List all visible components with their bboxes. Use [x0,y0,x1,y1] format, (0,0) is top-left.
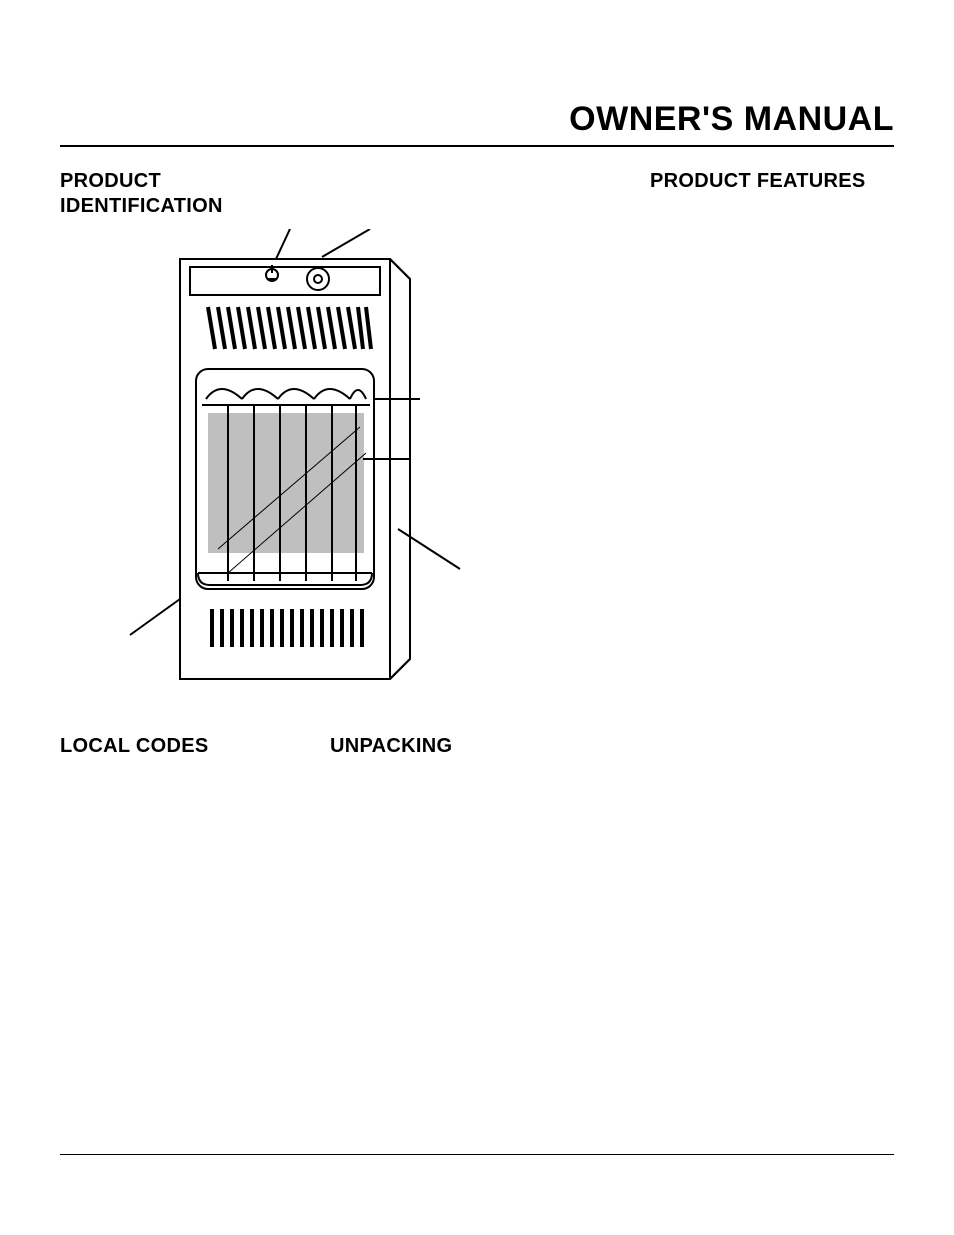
product-figure [60,229,640,704]
section-local-codes: LOCAL CODES [60,734,320,759]
content-grid-row1: PRODUCT IDENTIFICATION PRODUCT FEATURES [60,169,894,704]
footer-rule [60,1154,894,1155]
heading-product-features: PRODUCT FEATURES [650,169,910,194]
section-unpacking: UNPACKING [330,734,640,759]
heading-product-identification: PRODUCT IDENTIFICATION [60,169,320,219]
page-title: OWNER'S MANUAL [60,100,894,147]
heading-unpacking: UNPACKING [330,734,640,759]
heading-local-codes: LOCAL CODES [60,734,320,759]
heater-illustration [60,229,480,699]
content-grid-row2: LOCAL CODES UNPACKING [60,734,894,759]
section-product-identification: PRODUCT IDENTIFICATION [60,169,320,219]
section-product-features: PRODUCT FEATURES [650,169,910,219]
